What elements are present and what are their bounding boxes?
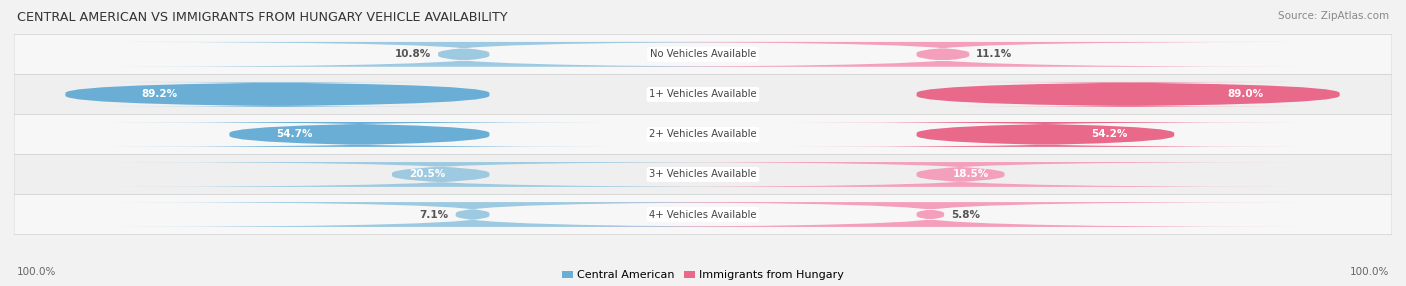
FancyBboxPatch shape [585, 42, 1301, 67]
Text: 2+ Vehicles Available: 2+ Vehicles Available [650, 130, 756, 139]
Text: 3+ Vehicles Available: 3+ Vehicles Available [650, 170, 756, 179]
FancyBboxPatch shape [105, 122, 614, 147]
Text: 11.1%: 11.1% [976, 49, 1012, 59]
Text: 54.7%: 54.7% [276, 130, 312, 139]
Text: 89.2%: 89.2% [142, 90, 177, 99]
FancyBboxPatch shape [917, 82, 1340, 107]
Text: 20.5%: 20.5% [409, 170, 446, 179]
Legend: Central American, Immigrants from Hungary: Central American, Immigrants from Hungar… [562, 271, 844, 281]
Text: 100.0%: 100.0% [17, 267, 56, 277]
Text: No Vehicles Available: No Vehicles Available [650, 49, 756, 59]
Text: 1+ Vehicles Available: 1+ Vehicles Available [650, 90, 756, 99]
Text: 10.8%: 10.8% [395, 49, 432, 59]
Text: CENTRAL AMERICAN VS IMMIGRANTS FROM HUNGARY VEHICLE AVAILABILITY: CENTRAL AMERICAN VS IMMIGRANTS FROM HUNG… [17, 11, 508, 24]
Text: 54.2%: 54.2% [1091, 130, 1128, 139]
FancyBboxPatch shape [14, 114, 1392, 154]
FancyBboxPatch shape [560, 202, 1301, 227]
FancyBboxPatch shape [105, 162, 776, 187]
Text: 100.0%: 100.0% [1350, 267, 1389, 277]
Text: 18.5%: 18.5% [952, 170, 988, 179]
FancyBboxPatch shape [14, 154, 1392, 194]
Text: 89.0%: 89.0% [1227, 90, 1264, 99]
Text: 5.8%: 5.8% [950, 210, 980, 219]
FancyBboxPatch shape [105, 202, 841, 227]
FancyBboxPatch shape [66, 82, 489, 107]
Text: 7.1%: 7.1% [419, 210, 449, 219]
Text: Source: ZipAtlas.com: Source: ZipAtlas.com [1278, 11, 1389, 21]
FancyBboxPatch shape [14, 194, 1392, 235]
FancyBboxPatch shape [14, 34, 1392, 74]
Text: 4+ Vehicles Available: 4+ Vehicles Available [650, 210, 756, 219]
FancyBboxPatch shape [620, 162, 1301, 187]
FancyBboxPatch shape [105, 42, 823, 67]
FancyBboxPatch shape [790, 122, 1301, 147]
FancyBboxPatch shape [14, 74, 1392, 114]
